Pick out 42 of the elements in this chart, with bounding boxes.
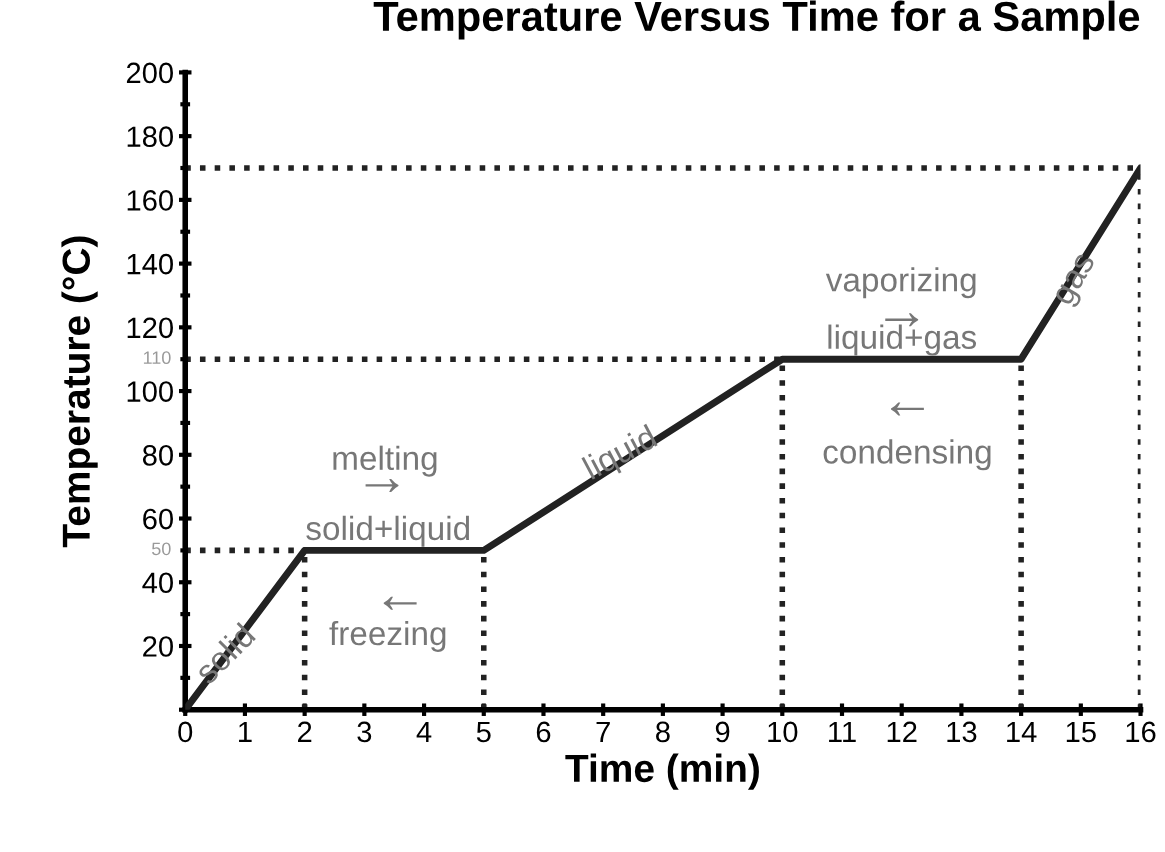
annotation: melting: [333, 445, 437, 477]
x-tick-label: 12: [887, 721, 917, 742]
annotation: solid+liquid: [306, 515, 470, 547]
y-tick-label: 60: [143, 508, 173, 530]
annotation: freezing: [329, 620, 446, 652]
y-tick-label: 20: [143, 636, 173, 657]
annotation: condensing: [823, 439, 991, 471]
y-axis-title: Temperature (°C): [61, 236, 98, 548]
x-tick-label: 2: [298, 721, 312, 742]
y-tick-label: 180: [127, 126, 173, 148]
x-tick-label: 3: [357, 721, 372, 743]
ref-line-label: 50: [151, 542, 171, 556]
x-tick-label: 1: [239, 721, 252, 742]
x-tick-label: 0: [178, 721, 193, 743]
annotation: gas: [1054, 252, 1102, 310]
annotation: ←: [383, 596, 417, 610]
annotation: →: [365, 478, 399, 492]
y-tick-label: 120: [127, 317, 173, 339]
x-tick-label: 7: [596, 721, 610, 742]
x-tick-label: 14: [1007, 721, 1037, 742]
x-tick-label: 4: [416, 721, 432, 742]
x-tick-label: 6: [536, 721, 551, 743]
annotation: vaporizing: [825, 267, 976, 299]
x-tick-label: 13: [947, 721, 977, 743]
x-tick-label: 5: [476, 721, 491, 743]
y-tick-label: 160: [127, 190, 173, 211]
y-tick-label: 100: [127, 381, 173, 402]
chart-title: Temperature Versus Time for a Sample: [373, 0, 1140, 40]
y-tick-label: 200: [126, 62, 173, 84]
x-tick-label: 11: [829, 721, 856, 742]
ref-line-label: 110: [143, 351, 171, 365]
x-tick-label: 9: [715, 721, 730, 743]
x-tick-label: 10: [768, 721, 798, 743]
y-tick-label: 140: [127, 253, 173, 275]
x-tick-label: 8: [656, 721, 670, 743]
x-tick-label: 15: [1066, 721, 1096, 743]
annotation: ←: [891, 402, 924, 416]
x-tick-label: 16: [1126, 721, 1156, 743]
y-tick-label: 40: [142, 572, 173, 594]
y-tick-label: 80: [142, 445, 173, 466]
annotation: liquid: [581, 423, 661, 486]
x-axis-title: Time (min): [565, 753, 759, 790]
